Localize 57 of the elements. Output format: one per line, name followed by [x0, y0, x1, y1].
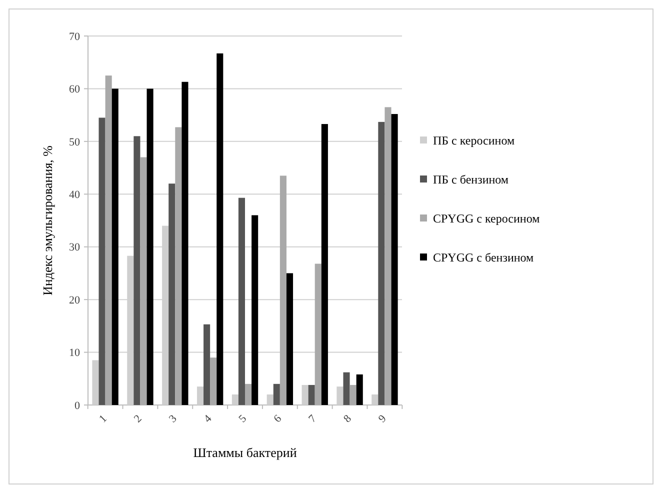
y-tick-label: 30	[69, 242, 80, 254]
bar	[232, 394, 238, 405]
x-tick-label: 9	[376, 412, 390, 426]
x-tick-label: 1	[96, 412, 110, 426]
x-tick-label: 7	[306, 412, 320, 426]
bar	[273, 384, 280, 405]
bar	[321, 124, 328, 405]
x-tick-label: 6	[272, 412, 284, 426]
bar	[384, 107, 392, 405]
bar	[372, 394, 378, 405]
x-axis-title: Штаммы бактерий	[193, 445, 297, 460]
y-tick-label: 70	[69, 30, 80, 43]
y-tick-label: 0	[74, 400, 80, 412]
bar	[252, 215, 258, 405]
x-tick-label: 4	[202, 412, 214, 426]
y-axis-title: Индекс эмульгирования, %	[40, 145, 55, 296]
legend-label: CPYGG с бензином	[433, 250, 534, 265]
x-tick-label: 3	[166, 412, 180, 426]
y-tick-label: 20	[69, 294, 80, 306]
bar	[378, 122, 385, 405]
bar	[204, 324, 210, 405]
bar	[175, 127, 182, 405]
bar	[343, 372, 350, 405]
bar	[146, 88, 154, 405]
bar	[245, 384, 252, 405]
bar	[112, 88, 118, 405]
bar	[98, 118, 106, 405]
bar	[196, 386, 204, 405]
bar	[286, 273, 294, 405]
bar	[350, 384, 356, 405]
y-tick-label: 40	[69, 188, 80, 201]
bar	[302, 384, 308, 405]
bar	[105, 76, 112, 405]
bar	[314, 264, 322, 405]
bar	[168, 184, 176, 405]
legend-label: ПБ с керосином	[433, 134, 515, 148]
bar	[356, 374, 363, 405]
bar	[308, 384, 315, 405]
bar	[134, 136, 140, 405]
bar	[391, 114, 398, 405]
y-tick-label: 60	[69, 84, 80, 96]
bar	[238, 198, 245, 405]
x-tick-label: 8	[341, 412, 354, 426]
bar	[210, 358, 217, 405]
y-tick-label: 10	[69, 347, 80, 360]
bar	[216, 53, 224, 405]
bar	[182, 82, 188, 405]
bar	[336, 386, 344, 405]
x-tick-label: 5	[236, 412, 250, 426]
bar	[140, 157, 147, 405]
y-tick-label: 50	[69, 136, 80, 148]
bar	[266, 394, 274, 405]
legend-label: ПБ с бензином	[433, 172, 509, 187]
bar	[92, 360, 99, 405]
x-tick-label: 2	[132, 412, 144, 426]
legend-label: CPYGG с керосином	[433, 212, 540, 226]
bar	[280, 176, 286, 405]
